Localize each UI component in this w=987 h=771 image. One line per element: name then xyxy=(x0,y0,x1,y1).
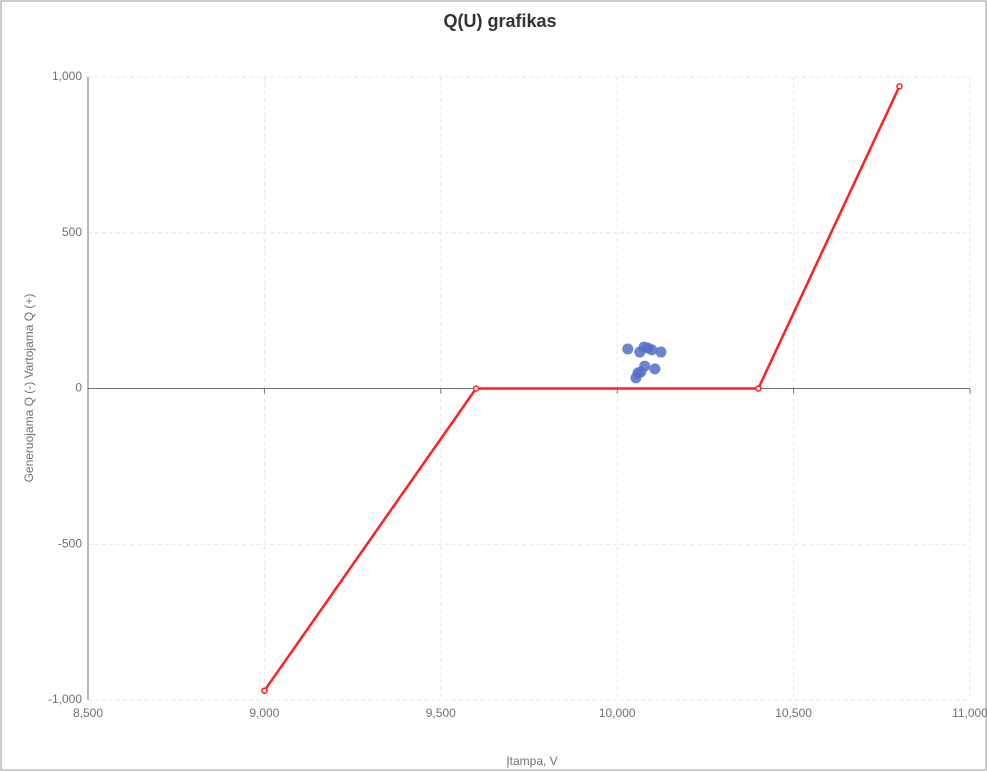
x-tick-label: 11,000 xyxy=(952,706,987,720)
line xyxy=(263,85,901,692)
x-tick-label: 8,500 xyxy=(73,706,103,720)
scatter-point xyxy=(635,366,647,378)
scatter-point xyxy=(655,346,667,358)
scatter-point xyxy=(622,343,634,355)
line-point xyxy=(755,385,762,392)
scatter-point xyxy=(649,363,661,375)
line-point xyxy=(261,687,268,694)
y-tick-label: -1,000 xyxy=(48,692,82,706)
x-tick-label: 10,500 xyxy=(775,706,812,720)
x-axis-label: Įtampa, V xyxy=(506,754,557,768)
y-tick-label: 500 xyxy=(62,225,82,239)
x-tick-label: 10,000 xyxy=(599,706,636,720)
scatter-point xyxy=(646,344,658,356)
line-point xyxy=(896,83,903,90)
chart-title: Q(U) grafikas xyxy=(443,11,556,31)
y-tick-label: -500 xyxy=(58,536,82,550)
line-point xyxy=(472,385,480,392)
x-tick-label: 9,500 xyxy=(426,706,456,720)
y-tick-label: 0 xyxy=(75,381,82,395)
y-axis-label: Generuojama Q (-) Vartojama Q (+) xyxy=(22,294,36,483)
y-tick-label: 1,000 xyxy=(52,69,82,83)
x-tick-label: 9,000 xyxy=(249,706,279,720)
